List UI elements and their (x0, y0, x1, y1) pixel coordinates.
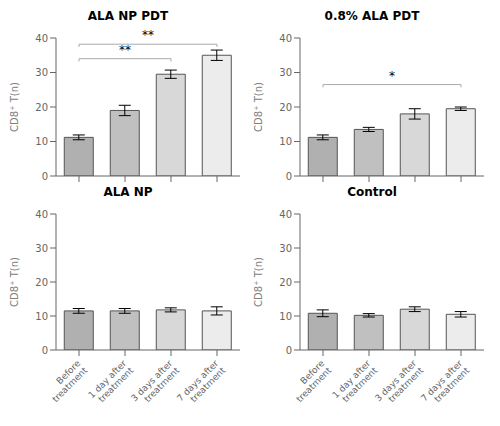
svg-text:20: 20 (35, 277, 48, 288)
svg-text:Beforetreatment: Beforetreatment (287, 358, 333, 404)
svg-text:0: 0 (286, 345, 292, 356)
svg-text:**: ** (119, 43, 131, 57)
svg-text:30: 30 (35, 67, 48, 78)
svg-text:CD8⁺ T(n): CD8⁺ T(n) (253, 257, 264, 307)
svg-text:*: * (389, 69, 395, 83)
svg-text:3 days aftertreatment: 3 days aftertreatment (373, 358, 426, 411)
svg-text:0: 0 (42, 345, 48, 356)
svg-text:1 day aftertreatment: 1 day aftertreatment (330, 358, 379, 407)
svg-text:CD8⁺ T(n): CD8⁺ T(n) (253, 82, 264, 132)
svg-text:30: 30 (35, 243, 48, 254)
svg-text:30: 30 (279, 67, 292, 78)
svg-text:Beforetreatment: Beforetreatment (43, 358, 89, 404)
svg-text:20: 20 (279, 102, 292, 113)
html-text:Control: Control (347, 185, 397, 199)
svg-text:0: 0 (286, 171, 292, 182)
svg-text:40: 40 (279, 33, 292, 44)
html-text:ALA NP: ALA NP (103, 185, 153, 199)
svg-text:0: 0 (42, 171, 48, 182)
svg-text:20: 20 (279, 277, 292, 288)
svg-text:40: 40 (35, 209, 48, 220)
svg-text:7 days aftertreatment: 7 days aftertreatment (419, 358, 472, 411)
svg-text:CD8⁺ T(n): CD8⁺ T(n) (9, 257, 20, 307)
html-text:ALA NP PDT: ALA NP PDT (87, 9, 169, 23)
svg-text:10: 10 (35, 311, 48, 322)
svg-text:10: 10 (35, 136, 48, 147)
svg-text:CD8⁺ T(n): CD8⁺ T(n) (9, 82, 20, 132)
svg-text:10: 10 (279, 311, 292, 322)
svg-text:10: 10 (279, 136, 292, 147)
svg-text:7 days aftertreatment: 7 days aftertreatment (175, 358, 228, 411)
svg-text:40: 40 (279, 209, 292, 220)
svg-text:3 days aftertreatment: 3 days aftertreatment (129, 358, 182, 411)
svg-text:**: ** (142, 28, 154, 42)
svg-text:40: 40 (35, 33, 48, 44)
svg-text:30: 30 (279, 243, 292, 254)
svg-text:20: 20 (35, 102, 48, 113)
html-text:0.8% ALA PDT: 0.8% ALA PDT (324, 9, 420, 23)
svg-text:1 day aftertreatment: 1 day aftertreatment (86, 358, 135, 407)
